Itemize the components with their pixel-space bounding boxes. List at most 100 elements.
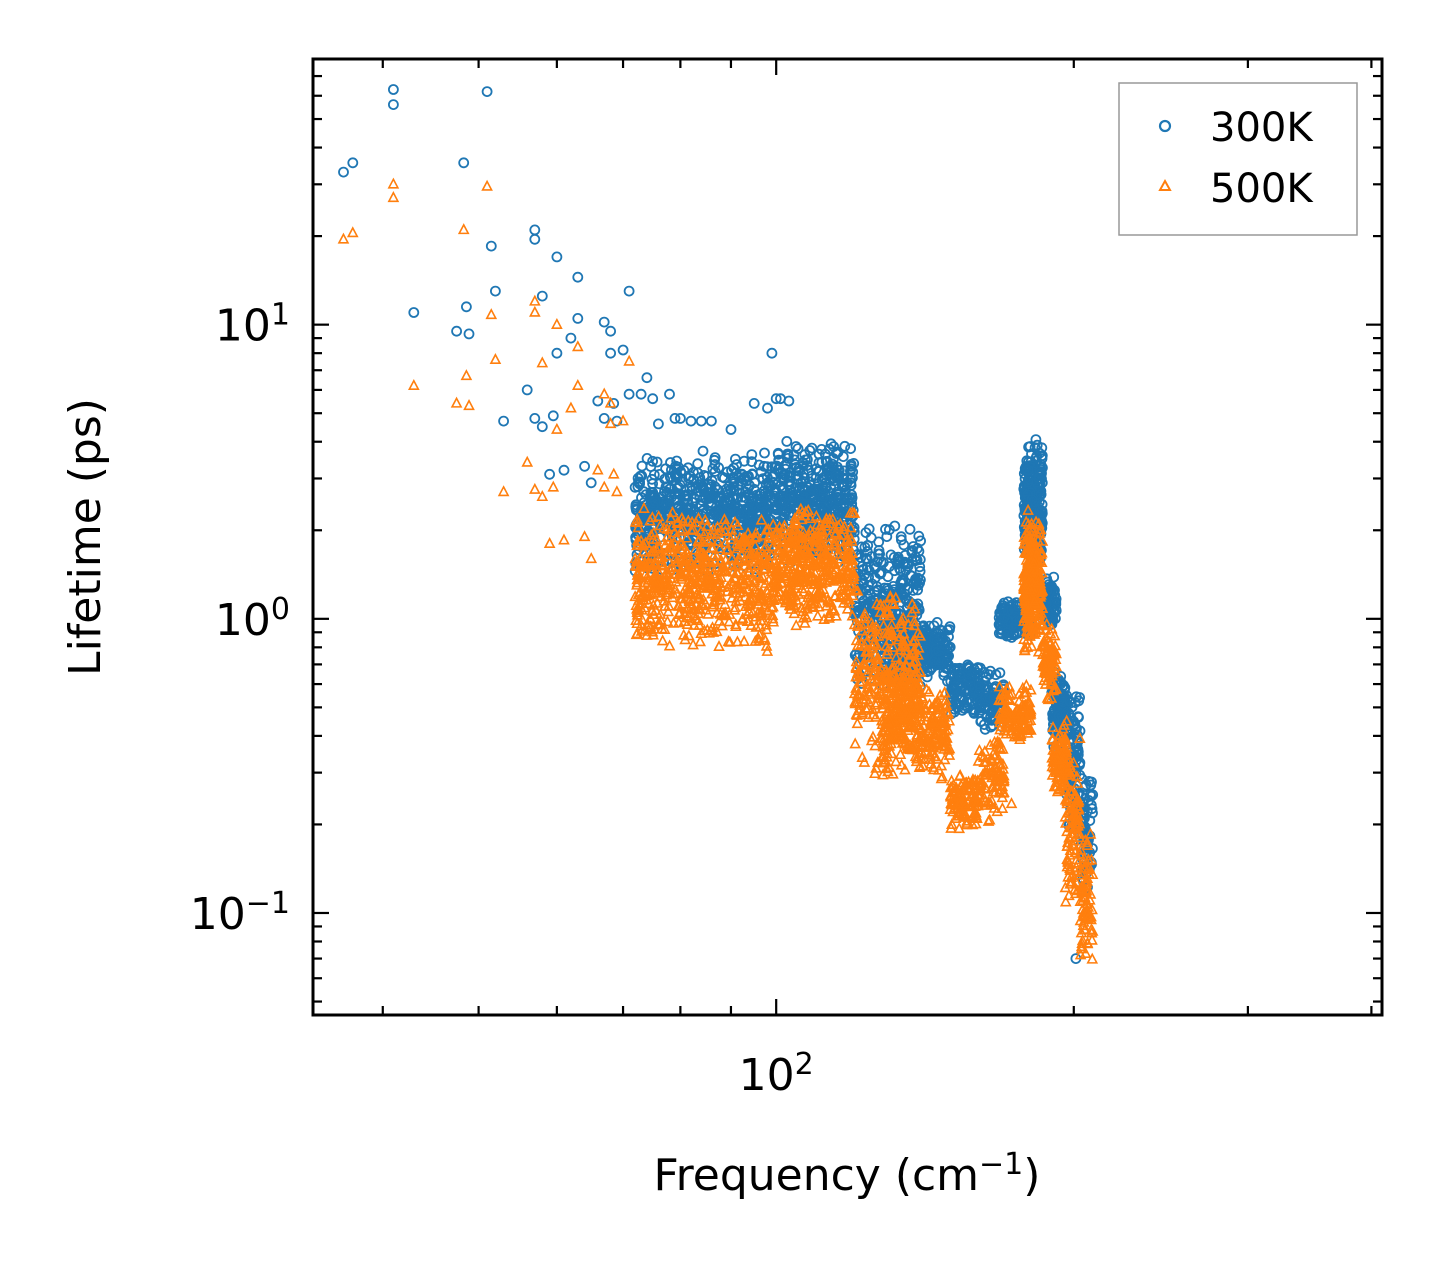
data-point-500k: [787, 527, 799, 539]
data-point-500k: [861, 681, 874, 693]
data-point-500k: [879, 755, 891, 767]
data-point-500k: [803, 572, 816, 584]
data-point-300k: [697, 445, 709, 457]
data-point-500k: [847, 573, 860, 585]
data-point-300k: [783, 450, 794, 462]
data-point-300k: [1061, 713, 1073, 725]
data-point-300k: [1050, 593, 1062, 605]
data-point-500k: [959, 776, 972, 788]
data-point-300k: [878, 557, 889, 568]
data-point-300k: [744, 490, 756, 502]
data-point-500k: [646, 582, 659, 594]
data-point-500k: [645, 566, 658, 578]
data-point-500k: [881, 670, 893, 682]
data-point-300k: [770, 393, 782, 405]
data-point-300k: [695, 499, 707, 511]
data-point-500k: [732, 554, 745, 566]
data-point-500k: [719, 525, 732, 537]
data-point-500k: [957, 784, 970, 796]
data-point-500k: [920, 683, 933, 695]
data-point-500k: [1032, 571, 1045, 583]
data-point-500k: [711, 578, 723, 590]
data-point-500k: [925, 714, 937, 726]
data-point-300k: [685, 415, 697, 427]
data-point-500k: [1005, 724, 1018, 736]
data-point-300k: [753, 459, 765, 471]
data-point-500k: [760, 639, 773, 651]
data-point-500k: [856, 675, 868, 687]
data-point-500k: [749, 634, 762, 646]
data-point-300k: [630, 499, 642, 511]
data-point-300k: [489, 285, 501, 297]
data-point-500k: [757, 571, 769, 583]
data-point-500k: [876, 756, 889, 768]
data-point-500k: [961, 816, 973, 828]
data-point-300k: [1048, 718, 1060, 730]
data-point-500k: [856, 706, 869, 718]
data-point-300k: [772, 447, 784, 459]
data-point-300k: [788, 449, 800, 461]
data-point-300k: [728, 478, 740, 490]
data-point-500k: [695, 574, 707, 586]
data-point-500k: [1024, 707, 1037, 719]
data-point-500k: [820, 515, 832, 527]
data-point-500k: [849, 737, 862, 749]
data-point-300k: [463, 328, 475, 340]
data-point-500k: [895, 614, 908, 626]
data-point-500k: [788, 607, 801, 619]
data-point-300k: [387, 99, 399, 110]
data-point-300k: [894, 555, 906, 567]
data-point-500k: [650, 542, 662, 554]
data-point-300k: [881, 531, 893, 542]
data-point-500k: [685, 566, 698, 578]
data-point-500k: [1022, 605, 1035, 617]
data-point-300k: [818, 471, 830, 483]
data-point-500k: [993, 712, 1006, 724]
data-point-300k: [451, 325, 463, 337]
data-point-500k: [731, 635, 744, 647]
data-point-500k: [1019, 533, 1032, 545]
data-point-500k: [890, 755, 902, 767]
data-point-500k: [676, 522, 689, 534]
data-point-300k: [736, 468, 748, 480]
data-point-500k: [812, 600, 825, 612]
data-point-500k: [692, 614, 705, 626]
data-point-500k: [675, 572, 688, 584]
data-point-300k: [801, 481, 813, 492]
data-point-500k: [1027, 563, 1040, 575]
data-point-300k: [529, 412, 541, 424]
data-point-500k: [974, 788, 986, 800]
data-point-500k: [812, 588, 825, 600]
data-point-500k: [744, 547, 757, 559]
data-point-500k: [997, 772, 1010, 784]
data-point-300k: [636, 460, 648, 472]
data-point-500k: [877, 768, 889, 780]
data-point-300k: [1050, 604, 1062, 615]
data-point-500k: [893, 728, 906, 740]
data-point-300k: [536, 290, 548, 302]
data-point-500k: [750, 620, 763, 632]
data-point-500k: [939, 693, 952, 705]
data-point-500k: [897, 669, 910, 681]
data-point-300k: [962, 659, 974, 671]
data-point-500k: [949, 784, 962, 796]
data-point-300k: [816, 443, 827, 455]
data-point-300k: [995, 627, 1007, 639]
data-point-300k: [547, 410, 559, 422]
data-point-500k: [892, 707, 905, 719]
data-point-500k: [749, 585, 762, 597]
data-point-300k: [1048, 571, 1060, 583]
data-point-500k: [935, 759, 948, 771]
data-point-500k: [908, 615, 921, 627]
data-point-500k: [759, 598, 771, 610]
data-point-500k: [820, 599, 833, 611]
data-point-300k: [671, 463, 683, 475]
data-point-300k: [905, 569, 916, 581]
data-point-500k: [953, 798, 966, 810]
data-point-300k: [746, 449, 758, 461]
data-point-300k: [936, 641, 947, 653]
data-point-500k: [726, 529, 739, 541]
data-point-500k: [742, 561, 755, 573]
data-point-500k: [745, 618, 758, 630]
data-point-500k: [806, 526, 819, 539]
